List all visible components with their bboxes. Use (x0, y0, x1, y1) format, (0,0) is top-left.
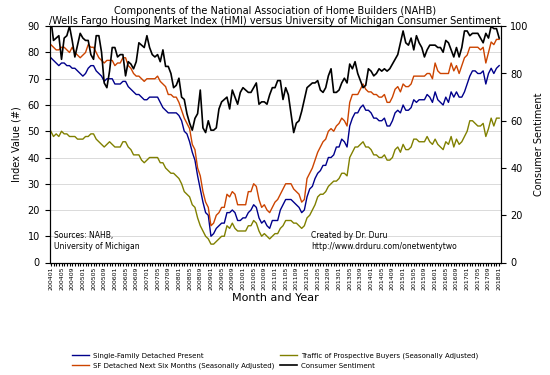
Traffic of Prospective Buyers (Seasonally Adjusted) (488, 116, 494, 120)
SF Detached Next Six Months (Seasonally Adjusted) (168, 92, 174, 97)
SF Detached Next Six Months (Seasonally Adjusted) (493, 37, 500, 42)
Consumer Sentiment (400, 29, 406, 33)
Consumer Sentiment (227, 106, 233, 111)
Single-Family Detached Present (477, 71, 484, 76)
Y-axis label: Index Value (#): Index Value (#) (12, 106, 22, 182)
Text: Sources: NAHB,
University of Michigan: Sources: NAHB, University of Michigan (54, 231, 140, 251)
SF Detached Next Six Months (Seasonally Adjusted) (432, 61, 438, 65)
SF Detached Next Six Months (Seasonally Adjusted) (477, 48, 484, 52)
SF Detached Next Six Months (Seasonally Adjusted) (47, 42, 54, 47)
Single-Family Detached Present (432, 90, 438, 94)
Single-Family Detached Present (408, 105, 414, 110)
Traffic of Prospective Buyers (Seasonally Adjusted) (496, 116, 503, 120)
Single-Family Detached Present (168, 111, 174, 115)
Line: Consumer Sentiment: Consumer Sentiment (51, 19, 499, 133)
Consumer Sentiment (47, 17, 54, 21)
X-axis label: Month and Year: Month and Year (232, 293, 318, 303)
Consumer Sentiment (496, 36, 503, 40)
Traffic of Prospective Buyers (Seasonally Adjusted) (47, 129, 54, 134)
Traffic of Prospective Buyers (Seasonally Adjusted) (208, 242, 214, 246)
SF Detached Next Six Months (Seasonally Adjusted) (496, 37, 503, 42)
SF Detached Next Six Months (Seasonally Adjusted) (408, 82, 414, 86)
SF Detached Next Six Months (Seasonally Adjusted) (227, 195, 233, 199)
Consumer Sentiment (432, 43, 438, 47)
SF Detached Next Six Months (Seasonally Adjusted) (400, 82, 406, 86)
Single-Family Detached Present (496, 63, 503, 68)
Consumer Sentiment (202, 130, 209, 135)
Traffic of Prospective Buyers (Seasonally Adjusted) (400, 142, 406, 147)
Single-Family Detached Present (47, 56, 54, 60)
Traffic of Prospective Buyers (Seasonally Adjusted) (227, 226, 233, 231)
Y-axis label: Consumer Sentiment: Consumer Sentiment (534, 93, 544, 196)
Traffic of Prospective Buyers (Seasonally Adjusted) (408, 145, 414, 149)
SF Detached Next Six Months (Seasonally Adjusted) (208, 224, 214, 228)
Line: Single-Family Detached Present: Single-Family Detached Present (51, 58, 499, 236)
Single-Family Detached Present (400, 103, 406, 107)
Single-Family Detached Present (227, 210, 233, 215)
Traffic of Prospective Buyers (Seasonally Adjusted) (477, 124, 484, 128)
Text: Components of the National Association of Home Builders (NAHB): Components of the National Association o… (114, 6, 436, 16)
Consumer Sentiment (408, 36, 414, 40)
Text: Created by Dr. Duru
http://www.drduru.com/onetwentytwo: Created by Dr. Duru http://www.drduru.co… (311, 231, 457, 251)
Line: SF Detached Next Six Months (Seasonally Adjusted): SF Detached Next Six Months (Seasonally … (51, 39, 499, 226)
Consumer Sentiment (168, 71, 174, 76)
Text: /Wells Fargo Housing Market Index (HMI) versus University of Michigan Consumer S: /Wells Fargo Housing Market Index (HMI) … (49, 16, 501, 26)
Legend: Single-Family Detached Present, SF Detached Next Six Months (Seasonally Adjusted: Single-Family Detached Present, SF Detac… (69, 350, 481, 372)
Single-Family Detached Present (208, 234, 214, 238)
Traffic of Prospective Buyers (Seasonally Adjusted) (168, 171, 174, 176)
Line: Traffic of Prospective Buyers (Seasonally Adjusted): Traffic of Prospective Buyers (Seasonall… (51, 118, 499, 244)
Consumer Sentiment (477, 36, 484, 40)
Traffic of Prospective Buyers (Seasonally Adjusted) (432, 137, 438, 141)
